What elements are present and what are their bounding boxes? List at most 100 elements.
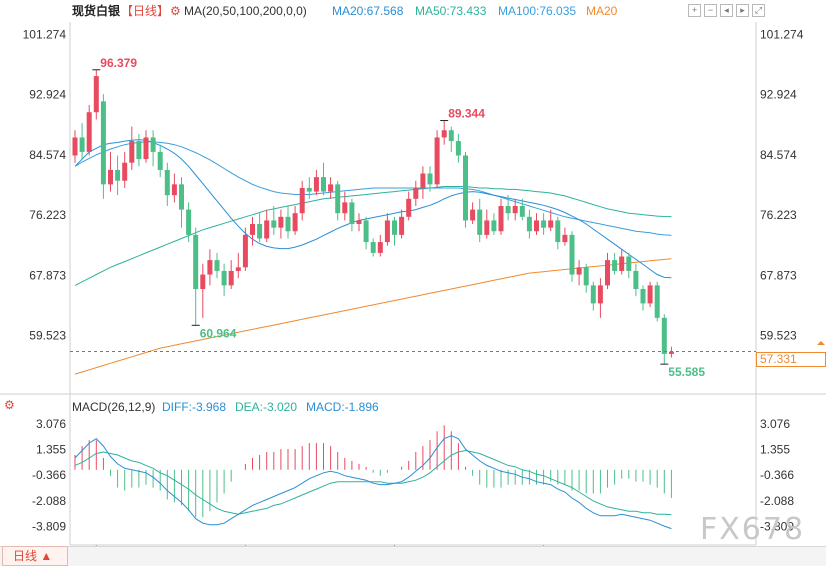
candle-body bbox=[477, 209, 483, 235]
candle-body bbox=[626, 256, 632, 271]
candle-body bbox=[72, 137, 78, 156]
candle-body bbox=[136, 141, 142, 160]
candle-body bbox=[647, 285, 653, 304]
candle-body bbox=[207, 260, 213, 275]
candle-body bbox=[406, 198, 412, 217]
zoom-out-icon[interactable]: − bbox=[704, 4, 717, 17]
price-arrow-icon bbox=[817, 341, 825, 345]
candle-body bbox=[228, 270, 234, 286]
zoom-in-icon[interactable]: + bbox=[688, 4, 701, 17]
candle-body bbox=[427, 173, 433, 185]
candle-body bbox=[349, 202, 355, 225]
macd-tick-right: -0.366 bbox=[760, 468, 794, 482]
candle-body bbox=[505, 206, 511, 214]
candle-body bbox=[292, 213, 298, 232]
candle-body bbox=[164, 169, 170, 196]
candle-body bbox=[470, 209, 476, 221]
candle-body bbox=[306, 187, 312, 192]
candle-body bbox=[420, 173, 426, 188]
candle-body bbox=[143, 137, 149, 160]
candle-body bbox=[370, 242, 376, 253]
candle-body bbox=[384, 220, 390, 243]
fullscreen-icon[interactable]: ⤢ bbox=[752, 4, 765, 17]
macd-dea-line bbox=[74, 449, 672, 516]
candle-body bbox=[399, 216, 405, 235]
candle-body bbox=[555, 220, 561, 243]
candle-body bbox=[150, 137, 156, 152]
period-label[interactable]: 【日线】 bbox=[121, 4, 170, 18]
candle-body bbox=[356, 220, 362, 225]
macd-tick-left: 3.076 bbox=[36, 417, 66, 431]
candle-body bbox=[86, 112, 92, 152]
candle-body bbox=[640, 288, 646, 304]
candle-body bbox=[79, 137, 85, 152]
macd-tick-right: 1.355 bbox=[760, 443, 790, 457]
ma50-line bbox=[74, 141, 672, 236]
settings-icon[interactable]: ⚙ bbox=[170, 4, 181, 18]
candle-body bbox=[328, 184, 334, 192]
candle-body bbox=[619, 256, 625, 271]
macd-tick-right: 3.076 bbox=[760, 417, 790, 431]
candle-body bbox=[512, 206, 518, 214]
chart-header: 现货白银 【日线】 ⚙ MA(20,50,100,200,0,0) MA20:6… bbox=[0, 0, 826, 22]
candle-body bbox=[257, 224, 263, 239]
low-annotation-1: 60.964 bbox=[200, 326, 237, 340]
candle-body bbox=[179, 184, 184, 210]
macd-settings-icon[interactable]: ⚙ bbox=[4, 398, 15, 412]
scroll-left-icon[interactable]: ◂ bbox=[720, 4, 733, 17]
candle-body bbox=[548, 220, 554, 228]
candle-body bbox=[108, 169, 113, 185]
candle-body bbox=[214, 260, 220, 271]
ma200-label: MA20 bbox=[586, 4, 618, 18]
candle-body bbox=[413, 187, 419, 199]
macd-tick-right: -3.809 bbox=[760, 519, 794, 533]
macd-tick-right: -2.088 bbox=[760, 494, 794, 508]
price-tick-left: 59.523 bbox=[29, 329, 66, 343]
candle-body bbox=[242, 234, 248, 268]
ma20-line bbox=[74, 139, 672, 279]
candle-body bbox=[221, 270, 227, 286]
candle-body bbox=[392, 220, 397, 235]
macd-diff-line bbox=[74, 435, 672, 530]
candle-body bbox=[278, 216, 284, 228]
last-price-badge: 57.331 bbox=[756, 352, 826, 367]
candle-body bbox=[285, 216, 291, 232]
candle-body bbox=[562, 234, 568, 243]
candle-body bbox=[200, 274, 206, 289]
instrument-title: 现货白银 bbox=[72, 4, 121, 18]
candle-body bbox=[321, 177, 326, 192]
candle-body bbox=[612, 260, 618, 271]
candle-body bbox=[597, 285, 603, 304]
ma-params[interactable]: MA(20,50,100,200,0,0) bbox=[184, 4, 307, 18]
candle-body bbox=[122, 162, 128, 181]
ma200-line bbox=[74, 258, 672, 375]
macd-value: MACD:-1.896 bbox=[306, 400, 379, 414]
candle-body bbox=[363, 220, 369, 243]
candle-body bbox=[250, 224, 255, 235]
high-annotation-2: 89.344 bbox=[448, 107, 485, 121]
candle-body bbox=[193, 234, 199, 289]
price-tick-right: 59.523 bbox=[760, 329, 797, 343]
price-tick-left: 67.873 bbox=[29, 268, 66, 282]
candle-body bbox=[335, 184, 341, 214]
candle-body bbox=[235, 267, 241, 271]
candle-body bbox=[264, 220, 270, 239]
low-annotation-2: 55.585 bbox=[668, 365, 705, 379]
scroll-right-icon[interactable]: ▸ bbox=[736, 4, 749, 17]
period-selector-button[interactable]: 日线 ▲ bbox=[2, 546, 68, 566]
candle-body bbox=[115, 169, 121, 181]
price-tick-left: 92.924 bbox=[29, 88, 66, 102]
candle-body bbox=[583, 267, 589, 286]
candle-body bbox=[157, 151, 163, 170]
candle-body bbox=[377, 242, 383, 253]
price-tick-right: 101.274 bbox=[760, 27, 804, 41]
ma20-value: MA20:67.568 bbox=[332, 4, 404, 18]
bottom-bar bbox=[0, 546, 826, 566]
candle-body bbox=[342, 202, 348, 214]
candle-body bbox=[129, 141, 135, 163]
macd-tick-left: 1.355 bbox=[36, 443, 66, 457]
candle-body bbox=[498, 206, 504, 232]
macd-params[interactable]: MACD(26,12,9) bbox=[72, 400, 156, 414]
